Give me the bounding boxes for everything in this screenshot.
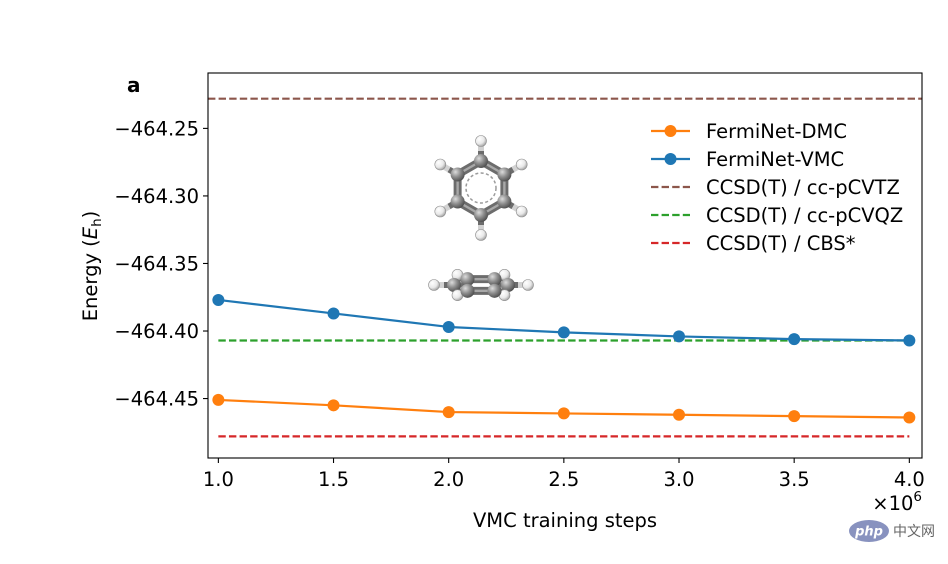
y-tick-label: −464.25 bbox=[114, 117, 199, 140]
hydrogen-atom bbox=[434, 158, 447, 171]
watermark-logo-text: php bbox=[854, 525, 883, 540]
legend-label: CCSD(T) / cc-pCVQZ bbox=[706, 204, 903, 227]
panel-label: a bbox=[127, 73, 141, 97]
x-axis-offset-exponent: 6 bbox=[913, 489, 922, 505]
hydrogen-atom bbox=[515, 158, 528, 171]
y-axis-label: Energy (Eh) bbox=[79, 211, 105, 322]
carbon-atom bbox=[460, 283, 475, 298]
y-axis-label-subscript: h bbox=[89, 218, 105, 227]
watermark-text: 中文网 bbox=[893, 524, 935, 540]
series-ferminet-dmc bbox=[212, 393, 916, 424]
data-point-ferminet-dmc bbox=[442, 406, 455, 419]
data-series bbox=[212, 293, 916, 424]
hydrogen-atom bbox=[475, 135, 487, 147]
legend-swatch-marker bbox=[664, 153, 677, 165]
carbon-atom bbox=[474, 154, 488, 168]
benzene-molecule-side-view bbox=[428, 269, 534, 301]
data-point-ferminet-dmc bbox=[327, 399, 340, 412]
data-point-ferminet-vmc bbox=[903, 334, 916, 347]
carbon-atom bbox=[450, 167, 465, 182]
hydrogen-atom bbox=[428, 279, 440, 291]
y-axis-ticks: −464.45 −464.40 −464.35 −464.30 −464.25 bbox=[114, 117, 208, 411]
x-tick-label: 2.5 bbox=[548, 468, 579, 491]
watermark-logo-badge bbox=[849, 520, 889, 542]
legend-label: FermiNet-VMC bbox=[706, 148, 844, 171]
legend-entry-ferminet-vmc: FermiNet-VMC bbox=[651, 148, 844, 171]
legend-entry-ccsd-t-cbs: CCSD(T) / CBS* bbox=[651, 232, 856, 255]
watermark: php 中文网 bbox=[849, 520, 935, 542]
plot-frame bbox=[207, 72, 923, 459]
legend-entry-ccsd-t-cc-pcvqz: CCSD(T) / cc-pCVQZ bbox=[651, 204, 903, 227]
y-tick-label: −464.40 bbox=[114, 320, 199, 343]
y-axis-label-prefix: Energy ( bbox=[79, 239, 102, 321]
legend-swatch-marker bbox=[664, 125, 677, 137]
x-axis-ticks: 1.0 1.5 2.0 2.5 3.0 3.5 4.0 bbox=[203, 458, 925, 491]
carbon-atom bbox=[460, 272, 475, 287]
y-axis-label-symbol: E bbox=[79, 226, 102, 239]
data-point-ferminet-vmc bbox=[673, 330, 686, 343]
carbon-atom bbox=[474, 208, 488, 222]
x-tick-label: 3.5 bbox=[779, 468, 810, 491]
data-point-ferminet-dmc bbox=[903, 411, 916, 424]
data-point-ferminet-dmc bbox=[788, 410, 801, 423]
data-point-ferminet-vmc bbox=[788, 333, 801, 346]
legend-entry-ccsd-t-cc-pcvtz: CCSD(T) / cc-pCVTZ bbox=[651, 176, 900, 199]
legend-label: CCSD(T) / cc-pCVTZ bbox=[706, 176, 900, 199]
data-point-ferminet-vmc bbox=[327, 307, 340, 320]
hydrogen-atom bbox=[522, 279, 534, 291]
carbon-atom bbox=[447, 278, 461, 292]
hydrogen-atom bbox=[434, 205, 447, 218]
x-tick-label: 1.5 bbox=[318, 468, 349, 491]
legend-label: CCSD(T) / CBS* bbox=[706, 232, 856, 255]
carbon-atom bbox=[487, 283, 502, 298]
y-tick-label: −464.30 bbox=[114, 185, 199, 208]
data-point-ferminet-vmc bbox=[212, 293, 225, 306]
x-tick-label: 3.0 bbox=[664, 468, 695, 491]
data-point-ferminet-vmc bbox=[442, 320, 455, 333]
y-tick-label: −464.45 bbox=[114, 388, 199, 411]
aromatic-ring-circle bbox=[465, 172, 497, 204]
carbon-atom bbox=[497, 194, 512, 209]
data-point-ferminet-dmc bbox=[557, 407, 570, 420]
y-axis-label-suffix: ) bbox=[79, 211, 102, 219]
carbon-atom bbox=[487, 272, 502, 287]
x-axis-label: VMC training steps bbox=[473, 509, 657, 532]
hydrogen-atom bbox=[515, 205, 528, 218]
legend: FermiNet-DMC FermiNet-VMC CCSD(T) / cc-pCV… bbox=[651, 120, 903, 255]
x-tick-label: 2.0 bbox=[433, 468, 464, 491]
data-point-ferminet-dmc bbox=[212, 393, 225, 406]
carbon-atom bbox=[450, 194, 465, 209]
x-tick-label: 1.0 bbox=[203, 468, 234, 491]
y-tick-label: −464.35 bbox=[114, 252, 199, 275]
benzene-molecule-top-view bbox=[434, 135, 528, 241]
data-point-ferminet-vmc bbox=[557, 326, 570, 339]
legend-label: FermiNet-DMC bbox=[706, 120, 847, 143]
carbon-atom bbox=[497, 167, 512, 182]
hydrogen-atom bbox=[475, 229, 487, 241]
legend-entry-ferminet-dmc: FermiNet-DMC bbox=[651, 120, 847, 143]
x-axis-offset-text: ×106 bbox=[872, 489, 922, 515]
x-tick-label: 4.0 bbox=[894, 468, 925, 491]
data-point-ferminet-dmc bbox=[673, 408, 686, 421]
series-ferminet-vmc bbox=[212, 293, 916, 347]
carbon-atom bbox=[501, 278, 515, 292]
x-axis-offset-base: ×10 bbox=[872, 492, 913, 515]
